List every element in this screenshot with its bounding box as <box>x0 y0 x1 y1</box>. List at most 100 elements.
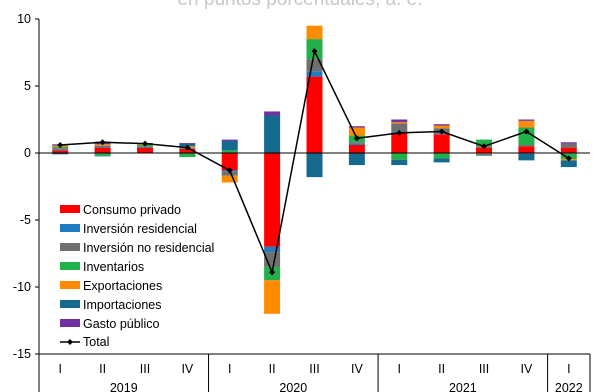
x-tick-label: III <box>140 362 150 376</box>
total-point <box>523 128 530 135</box>
y-tick-label: 10 <box>17 12 31 26</box>
bar-segment <box>94 147 111 153</box>
bar-segment <box>136 146 153 147</box>
legend-total-marker <box>67 339 73 345</box>
y-tick-label: -10 <box>13 280 31 294</box>
total-point <box>481 143 488 150</box>
legend-swatch <box>60 319 80 327</box>
x-tick-label: IV <box>521 362 533 376</box>
bar-segment <box>433 153 450 159</box>
bar-segment <box>221 175 238 183</box>
y-tick-label: 5 <box>24 79 31 93</box>
bar-segment <box>476 147 493 153</box>
bar-segment <box>391 123 408 132</box>
total-point <box>565 155 572 162</box>
legend-swatch <box>60 243 80 251</box>
legend: Consumo privado Inversión residencial Inve… <box>60 203 214 349</box>
bar-segment <box>221 153 238 171</box>
bar-segment <box>433 124 450 126</box>
legend-swatch <box>60 281 80 289</box>
bar-segment <box>391 132 408 153</box>
bar-segment <box>306 71 323 77</box>
x-tick-label: I <box>567 362 570 376</box>
bar-segment <box>348 143 365 145</box>
x-tick-label: I <box>58 362 61 376</box>
x-tick-label: IV <box>351 362 363 376</box>
bar-segment <box>179 142 196 144</box>
bar-segment <box>94 153 111 156</box>
total-point <box>353 135 360 142</box>
x-tick-label: I <box>398 362 401 376</box>
bar-segment <box>136 147 153 153</box>
legend-swatch <box>60 224 80 232</box>
total-point <box>184 144 191 151</box>
legend-swatch <box>60 205 80 213</box>
bar-segment <box>391 153 408 160</box>
year-label: 2021 <box>449 381 477 392</box>
legend-label: Inventarios <box>83 260 144 274</box>
bar-segment <box>348 126 365 128</box>
chart-title: en puntos porcentuales, a. e. <box>177 0 422 10</box>
x-tick-label: II <box>438 362 445 376</box>
legend-label: Importaciones <box>83 298 162 312</box>
bar-segment <box>94 155 111 157</box>
legend-swatch <box>60 300 80 308</box>
bar-segment <box>476 153 493 155</box>
total-point <box>99 139 106 146</box>
bar-segment <box>52 153 69 155</box>
total-point <box>57 141 64 148</box>
x-tick-label: I <box>228 362 231 376</box>
bar-segment <box>560 142 577 144</box>
bar-segment <box>264 280 281 314</box>
bar-segment <box>264 153 281 247</box>
x-tick-label: IV <box>181 362 193 376</box>
bar-segment <box>306 25 323 40</box>
bar-segment <box>560 143 577 148</box>
total-point <box>269 269 276 276</box>
legend-label: Inversión no residencial <box>83 241 214 255</box>
bar-segment <box>221 140 238 151</box>
bar-segment <box>221 139 238 141</box>
bar-segment <box>52 150 69 153</box>
bar-segment <box>52 148 69 150</box>
bar-segment <box>264 111 281 116</box>
bar-segment <box>221 171 238 176</box>
bar-layer <box>52 25 577 314</box>
total-point <box>226 167 233 174</box>
total-point <box>311 48 318 55</box>
legend-swatch <box>60 262 80 270</box>
bar-segment <box>433 125 450 129</box>
bar-segment <box>518 153 535 161</box>
y-tick-label: -15 <box>13 347 31 361</box>
bar-segment <box>518 146 535 153</box>
bar-segment <box>348 153 365 166</box>
legend-label: Total <box>83 335 109 349</box>
bar-segment <box>221 150 238 153</box>
x-tick-label: III <box>479 362 489 376</box>
bar-segment <box>518 127 535 145</box>
x-tick-label: III <box>309 362 319 376</box>
legend-label: Inversión residencial <box>83 222 197 236</box>
legend-label: Exportaciones <box>83 279 162 293</box>
bar-segment <box>476 154 493 156</box>
y-tick-label: 0 <box>24 146 31 160</box>
bar-segment <box>391 159 408 166</box>
y-tick-label: -5 <box>20 213 31 227</box>
bar-segment <box>518 144 535 147</box>
bar-segment <box>560 147 577 153</box>
bar-segment <box>560 160 577 168</box>
bar-segment <box>348 144 365 153</box>
bar-segment <box>136 146 153 148</box>
year-label: 2020 <box>279 381 307 392</box>
bar-segment <box>52 149 69 151</box>
bar-segment <box>264 246 281 253</box>
total-line-layer <box>57 48 572 276</box>
bar-segment <box>348 127 365 136</box>
total-point <box>396 129 403 136</box>
bar-segment <box>179 153 196 158</box>
legend-label: Gasto público <box>83 317 159 331</box>
x-tick-label: II <box>99 362 106 376</box>
legend-label: Consumo privado <box>83 203 181 217</box>
bar-segment <box>433 134 450 153</box>
